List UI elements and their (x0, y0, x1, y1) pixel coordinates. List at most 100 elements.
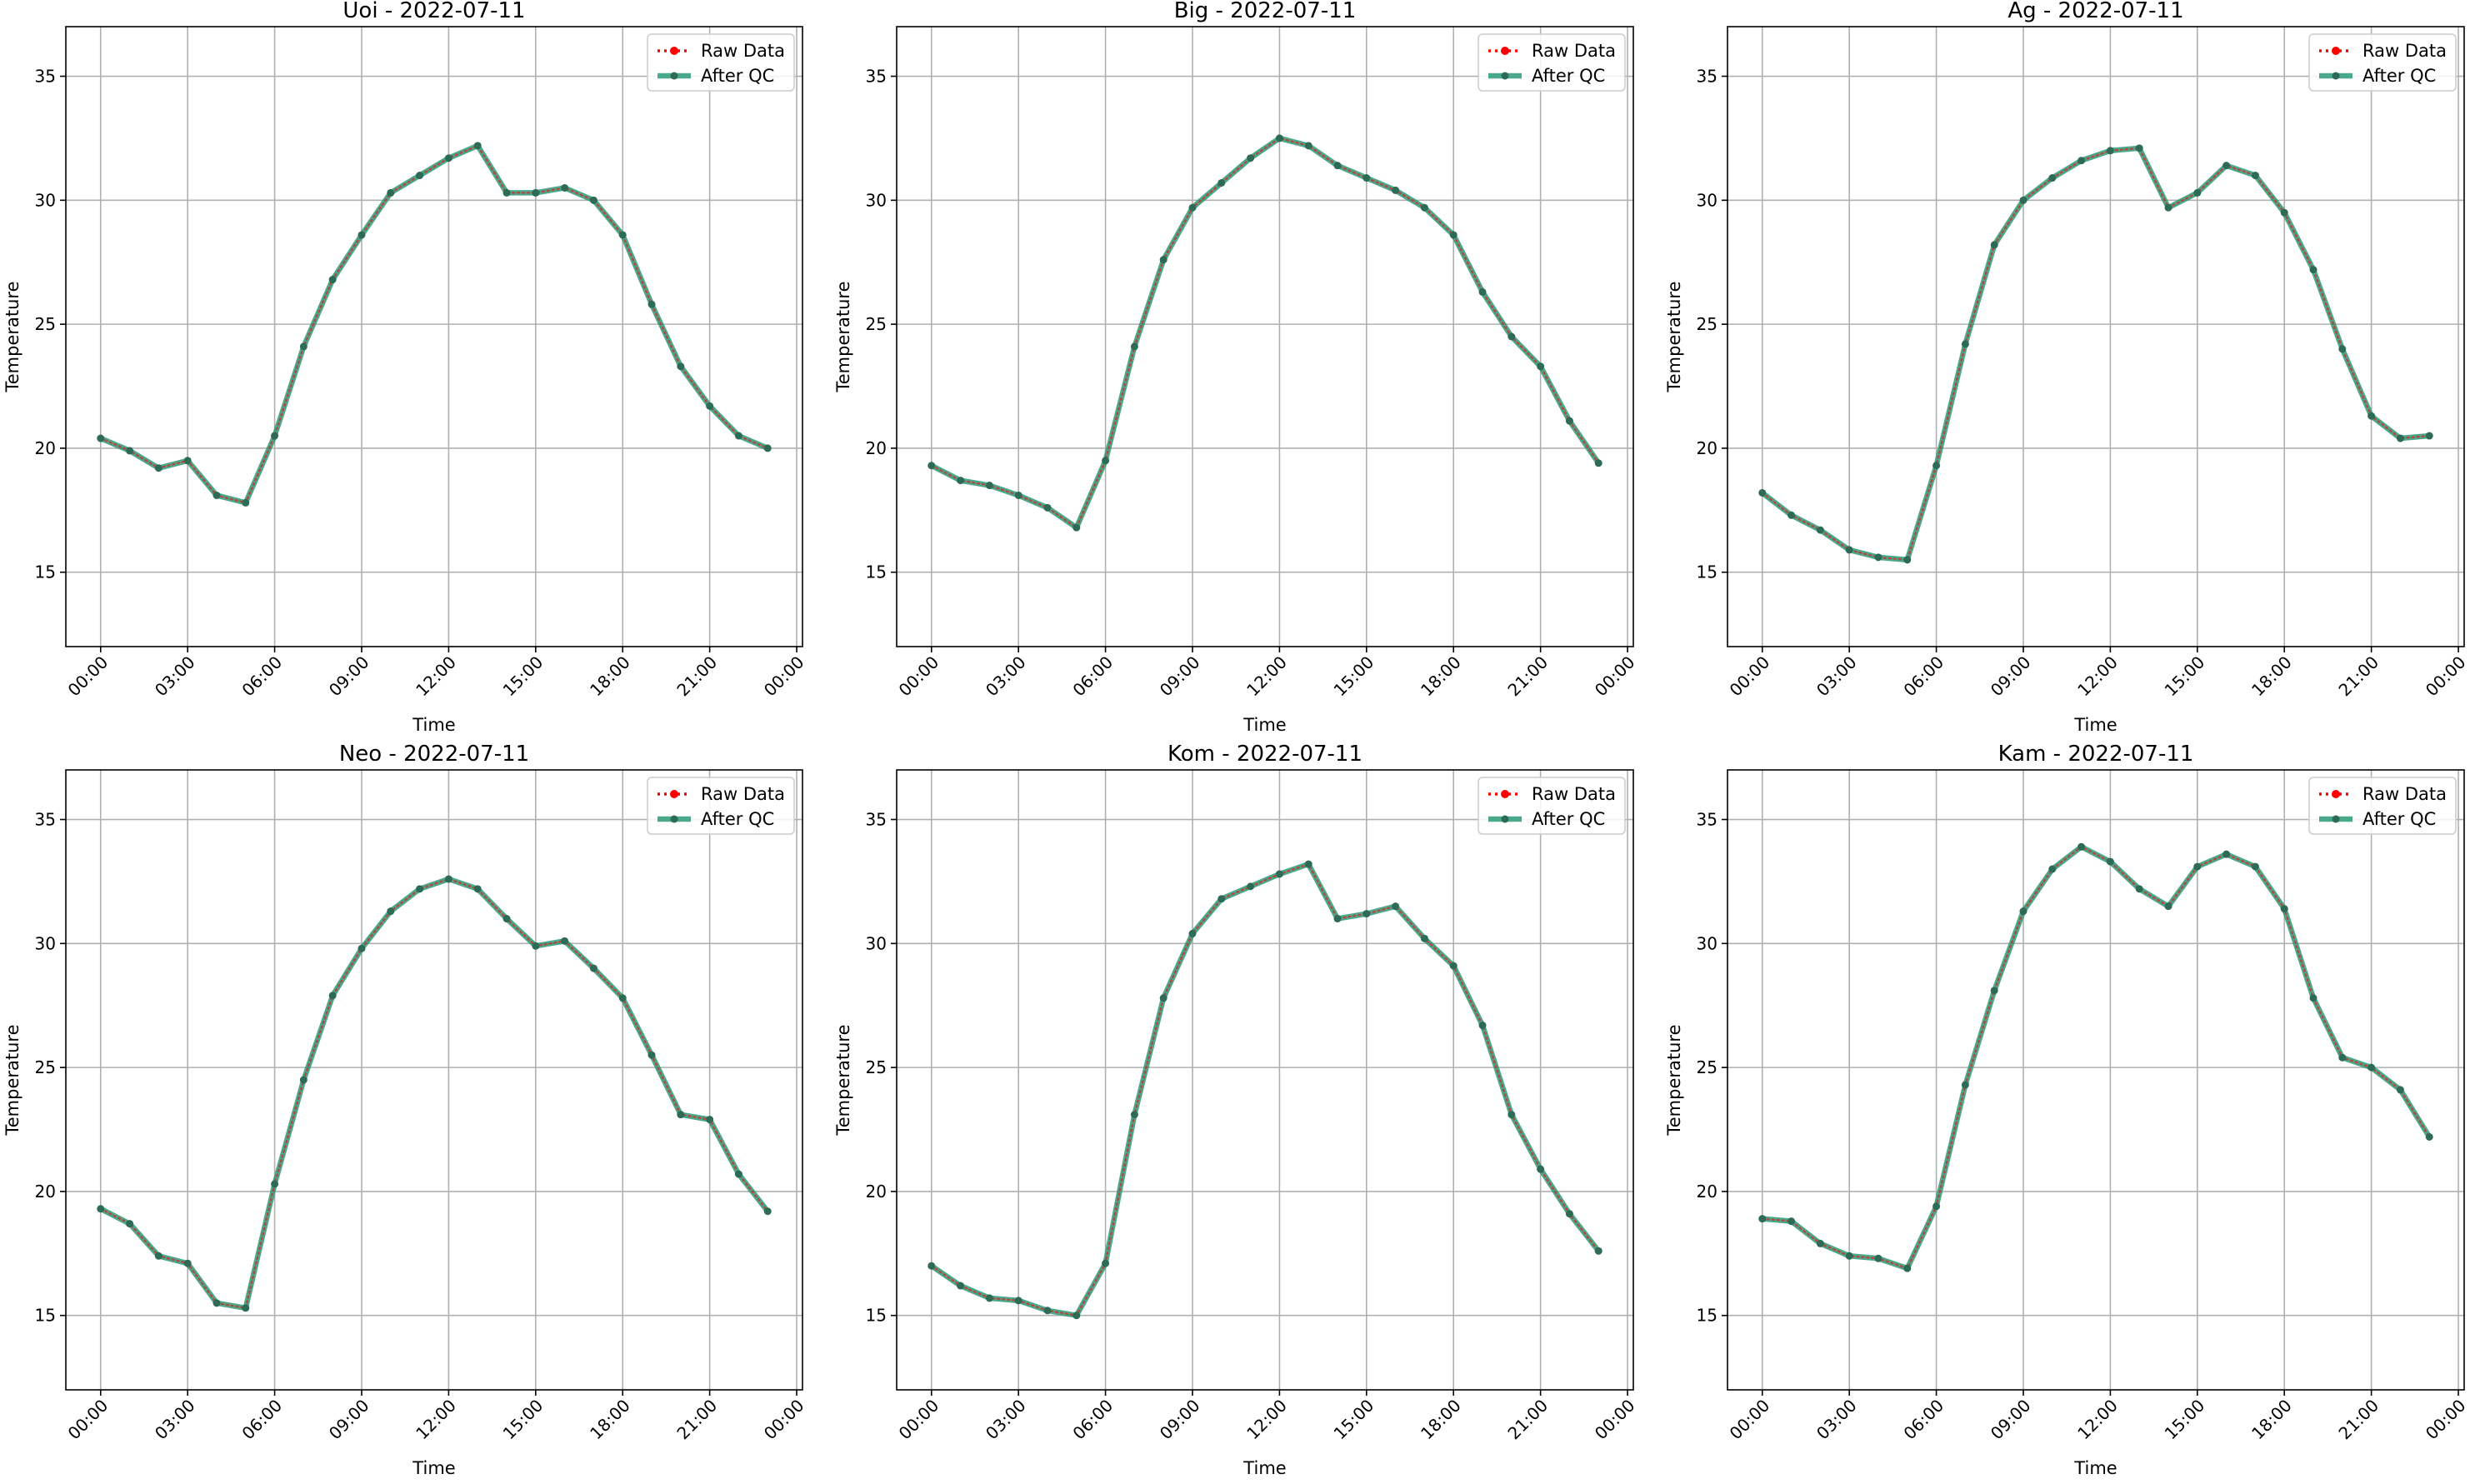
raw-data-line (930, 862, 1600, 1317)
data-point (1102, 457, 1110, 465)
x-axis-label: Time (2073, 715, 2117, 735)
data-point (1043, 1307, 1052, 1315)
x-tick-label: 21:00 (2334, 652, 2382, 701)
y-tick-label: 35 (1697, 810, 1718, 830)
data-point (1392, 186, 1400, 194)
subplot-title: Uoi - 2022-07-11 (342, 0, 525, 23)
x-tick-label: 15:00 (499, 652, 548, 701)
data-point (2280, 905, 2288, 913)
data-point (1874, 1254, 1882, 1262)
y-tick-label: 15 (35, 1306, 56, 1326)
data-point (2222, 162, 2231, 170)
x-tick-label: 03:00 (151, 1396, 199, 1444)
data-point (561, 183, 569, 192)
data-point (1903, 1264, 1912, 1272)
data-point (2048, 174, 2057, 182)
y-tick-label: 20 (866, 438, 887, 458)
raw-data-line (1761, 147, 2431, 562)
x-tick-label: 00:00 (760, 1396, 808, 1444)
x-tick-label: 15:00 (2161, 652, 2209, 701)
x-tick-label: 00:00 (895, 652, 943, 701)
data-point (2251, 172, 2259, 180)
y-tick-label: 35 (866, 810, 887, 830)
data-point (1333, 915, 1342, 923)
subplot-1: 15 20 25 30 35 00:00 03:00 06:00 09:00 12:00 15:00… (2, 0, 808, 735)
x-tick-label: 15:00 (499, 1396, 548, 1444)
x-tick-label: 03:00 (1812, 1396, 1861, 1444)
data-point (154, 464, 162, 472)
x-axis-label: Time (412, 715, 455, 735)
data-point (242, 498, 250, 507)
data-point (299, 342, 308, 351)
x-tick-label: 00:00 (2422, 1396, 2470, 1444)
data-point (1102, 1259, 1110, 1267)
data-point (763, 1207, 772, 1216)
data-point (1758, 488, 1767, 497)
legend-qc-marker (2332, 815, 2340, 823)
y-tick-label: 30 (35, 190, 56, 210)
x-tick-label: 21:00 (672, 652, 721, 701)
data-point (126, 447, 134, 455)
data-point (1130, 1111, 1138, 1119)
x-tick-label: 18:00 (1417, 1396, 1465, 1444)
data-point (1990, 987, 1998, 995)
x-tick-label: 06:00 (238, 652, 286, 701)
y-tick-label: 20 (35, 438, 56, 458)
data-point (985, 1294, 993, 1302)
y-tick-label: 35 (1697, 67, 1718, 87)
x-tick-label: 15:00 (1330, 1396, 1378, 1444)
data-point (1594, 459, 1602, 467)
axes-frame (65, 769, 803, 1391)
data-point (1159, 256, 1168, 264)
legend: Raw Data After QC (1478, 33, 1626, 92)
data-point (212, 491, 221, 499)
y-tick-label: 20 (1697, 438, 1718, 458)
data-point (2193, 188, 2202, 197)
data-point (2193, 862, 2202, 871)
after-qc-line (1762, 844, 2432, 1272)
data-point (648, 1051, 656, 1059)
data-point (1961, 340, 1969, 348)
x-tick-label: 00:00 (64, 1396, 112, 1444)
raw-data-line (930, 137, 1600, 530)
data-point (183, 1259, 192, 1267)
data-point (734, 432, 742, 440)
y-axis-label: Temperature (833, 1024, 853, 1136)
x-axis-label: Time (1242, 1458, 1286, 1478)
x-tick-label: 03:00 (1812, 652, 1861, 701)
data-point (416, 885, 424, 893)
x-tick-label: 00:00 (760, 652, 808, 701)
subplot-3: 15 20 25 30 35 00:00 03:00 06:00 09:00 12:00 15:00… (1664, 0, 2470, 735)
data-point (1218, 895, 1226, 903)
data-point (154, 1252, 162, 1260)
legend-raw-label: Raw Data (2362, 41, 2447, 61)
x-axis-label: Time (2073, 1458, 2117, 1478)
y-axis-label: Temperature (2, 1024, 22, 1136)
data-point (532, 188, 540, 197)
data-point (706, 1116, 714, 1124)
subplot-5: 15 20 25 30 35 00:00 03:00 06:00 09:00 12:00 15:00… (833, 742, 1639, 1478)
x-tick-label: 03:00 (982, 652, 1030, 701)
x-tick-label: 12:00 (412, 652, 460, 701)
data-point (561, 937, 569, 945)
axes-frame (65, 26, 803, 647)
data-point (1788, 1217, 1796, 1226)
x-tick-label: 06:00 (1899, 652, 1948, 701)
legend-raw-marker (2332, 47, 2340, 55)
x-tick-label: 18:00 (2248, 652, 2296, 701)
data-point (1903, 556, 1912, 564)
axes-frame (896, 26, 1634, 647)
subplot-4: 15 20 25 30 35 00:00 03:00 06:00 09:00 12:00 15:00… (2, 742, 808, 1478)
legend-raw-marker (670, 790, 678, 798)
x-tick-label: 12:00 (1242, 652, 1291, 701)
data-point (1594, 1247, 1602, 1255)
data-point (1990, 241, 1998, 249)
y-axis-label: Temperature (833, 281, 853, 392)
y-tick-label: 15 (1697, 562, 1718, 582)
legend-qc-label: After QC (701, 66, 774, 86)
subplot-2: 15 20 25 30 35 00:00 03:00 06:00 09:00 12:00 15:00… (833, 0, 1639, 735)
data-point (1304, 142, 1312, 150)
y-tick-label: 35 (35, 67, 56, 87)
data-point (2338, 1053, 2347, 1062)
data-point (1816, 526, 1824, 534)
